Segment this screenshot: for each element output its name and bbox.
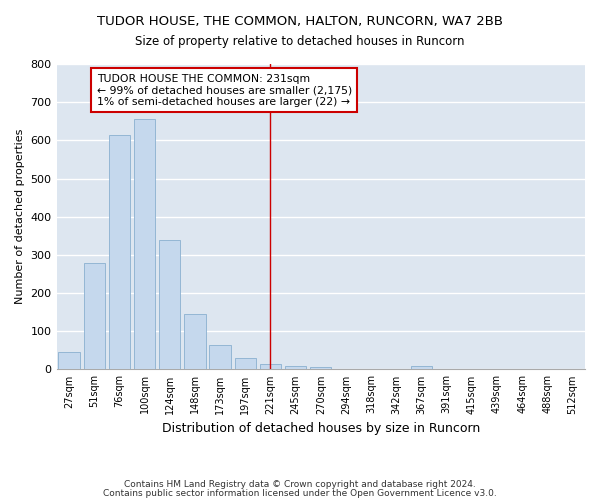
Bar [83, 262, 105, 370]
Bar [260, 364, 281, 370]
Text: Contains public sector information licensed under the Open Government Licence v3: Contains public sector information licen… [103, 488, 497, 498]
Bar [134, 120, 155, 370]
Bar [58, 352, 80, 370]
X-axis label: Distribution of detached houses by size in Runcorn: Distribution of detached houses by size … [161, 422, 480, 435]
Bar [310, 367, 331, 370]
Bar [109, 134, 130, 370]
Bar [285, 366, 307, 370]
Text: TUDOR HOUSE THE COMMON: 231sqm
← 99% of detached houses are smaller (2,175)
1% o: TUDOR HOUSE THE COMMON: 231sqm ← 99% of … [97, 74, 352, 106]
Bar [184, 314, 206, 370]
Bar [209, 344, 231, 370]
Bar [159, 240, 181, 370]
Y-axis label: Number of detached properties: Number of detached properties [15, 129, 25, 304]
Text: Size of property relative to detached houses in Runcorn: Size of property relative to detached ho… [135, 35, 465, 48]
Bar [235, 358, 256, 370]
Bar [411, 366, 432, 370]
Text: TUDOR HOUSE, THE COMMON, HALTON, RUNCORN, WA7 2BB: TUDOR HOUSE, THE COMMON, HALTON, RUNCORN… [97, 15, 503, 28]
Text: Contains HM Land Registry data © Crown copyright and database right 2024.: Contains HM Land Registry data © Crown c… [124, 480, 476, 489]
